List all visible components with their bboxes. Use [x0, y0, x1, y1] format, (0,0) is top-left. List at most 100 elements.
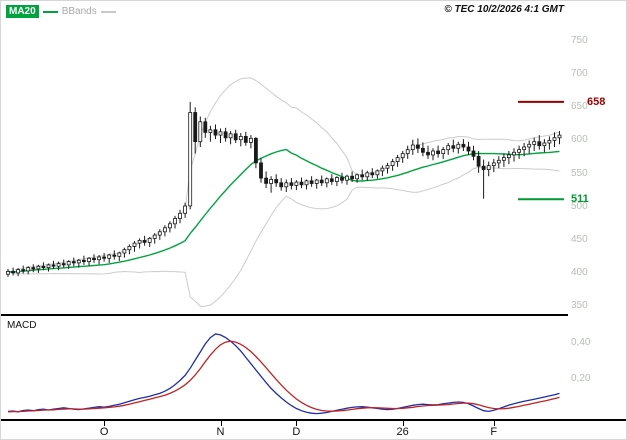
candle-body: [162, 227, 167, 233]
candle-body: [476, 155, 481, 167]
candle-body: [274, 179, 279, 184]
candle-body: [289, 182, 294, 186]
candle-body: [512, 151, 516, 156]
candle-body: [31, 267, 36, 270]
candle-body: [471, 150, 476, 157]
candle-body: [522, 146, 526, 150]
candle-body: [228, 133, 233, 139]
candle-body: [314, 179, 319, 184]
candle-body: [213, 129, 218, 136]
candle-body: [355, 174, 360, 180]
candle-body: [466, 146, 471, 152]
price-tick-label: 700: [571, 68, 588, 80]
candle-body: [61, 263, 66, 266]
candle-body: [218, 131, 223, 136]
candle-body: [102, 256, 106, 259]
macd-axis: 0,40 0,20: [568, 316, 626, 419]
candle-body: [542, 142, 547, 147]
candle-body: [441, 149, 446, 155]
time-axis-tick: [220, 421, 222, 426]
candle-body: [345, 175, 349, 181]
candle-body: [334, 177, 339, 182]
candle-body: [350, 175, 355, 180]
candle-body: [451, 145, 456, 149]
candle-body: [547, 139, 552, 144]
ma20-legend-label: MA20: [6, 5, 39, 18]
candle-body: [557, 134, 562, 139]
candle-body: [486, 165, 491, 171]
candle-body: [491, 162, 496, 166]
bollinger-upper-band: [7, 77, 560, 272]
macd-panel-label: MACD: [7, 320, 37, 331]
bbands-legend-label: BBands: [61, 6, 97, 17]
candle-body: [375, 170, 380, 176]
candle-body: [264, 177, 269, 184]
price-tick-label: 350: [571, 300, 588, 311]
candle-body: [481, 165, 486, 170]
candle-body: [6, 271, 10, 275]
candle-body: [461, 143, 466, 148]
ma20-line-swatch: [42, 10, 58, 13]
candle-body: [76, 259, 81, 264]
time-axis-tick: [296, 421, 298, 426]
price-tick-label: 450: [571, 233, 588, 245]
candle-body: [167, 223, 172, 229]
time-axis-label: F: [490, 426, 498, 438]
candle-body: [426, 151, 430, 156]
candle-body: [410, 144, 415, 150]
candle-body: [309, 180, 314, 184]
bollinger-lower-band: [7, 166, 560, 307]
candle-body: [51, 264, 56, 267]
candle-body: [506, 154, 511, 158]
candle-body: [173, 218, 177, 225]
price-axis: 750 700 650 600 550 500 450 400 350 658 511: [568, 1, 626, 314]
candle-body: [243, 135, 248, 143]
candle-body: [259, 162, 263, 179]
candle-body: [233, 133, 238, 141]
candle-body: [405, 149, 410, 155]
time-axis-label: N: [216, 426, 225, 438]
panel-divider: [1, 314, 568, 316]
candle-body: [117, 252, 122, 257]
candle-body: [248, 137, 253, 143]
candle-body: [370, 172, 375, 176]
candle-body: [132, 242, 137, 247]
candle-body: [517, 149, 521, 153]
macd-tick-label: 0,40: [571, 337, 591, 348]
candle-body: [456, 143, 461, 149]
candle-body: [380, 167, 385, 172]
candle-body: [66, 261, 71, 266]
candle-body: [304, 180, 309, 186]
candle-body: [87, 257, 91, 262]
candle-body: [183, 205, 188, 214]
macd-line: [7, 333, 560, 415]
candle-body: [360, 174, 365, 178]
candle-body: [152, 234, 157, 239]
time-axis-label: 26: [396, 426, 409, 438]
price-tick-label: 400: [571, 266, 588, 278]
candle-body: [420, 147, 425, 153]
candle-body: [527, 143, 532, 148]
macd-chart: [7, 333, 560, 415]
candle-body: [340, 177, 344, 181]
candle-body: [552, 137, 557, 141]
candle-body: [21, 269, 26, 272]
candle-body: [253, 137, 258, 164]
price-tick-label: 750: [571, 35, 588, 46]
candle-body: [188, 112, 193, 207]
candle-body: [415, 144, 420, 149]
candle-body: [157, 231, 162, 236]
candle-body: [279, 182, 284, 188]
time-axis-label: D: [292, 426, 301, 438]
candle-body: [142, 239, 147, 243]
candle-body: [329, 178, 334, 182]
candle-body: [431, 150, 435, 156]
candle-body: [496, 159, 501, 164]
candle-body: [294, 181, 299, 186]
signal-line: [7, 340, 560, 413]
candle-body: [56, 263, 61, 267]
ma20-line: [7, 148, 560, 273]
candle-body: [269, 179, 274, 184]
candle-body: [178, 212, 182, 220]
candle-body: [107, 254, 112, 259]
